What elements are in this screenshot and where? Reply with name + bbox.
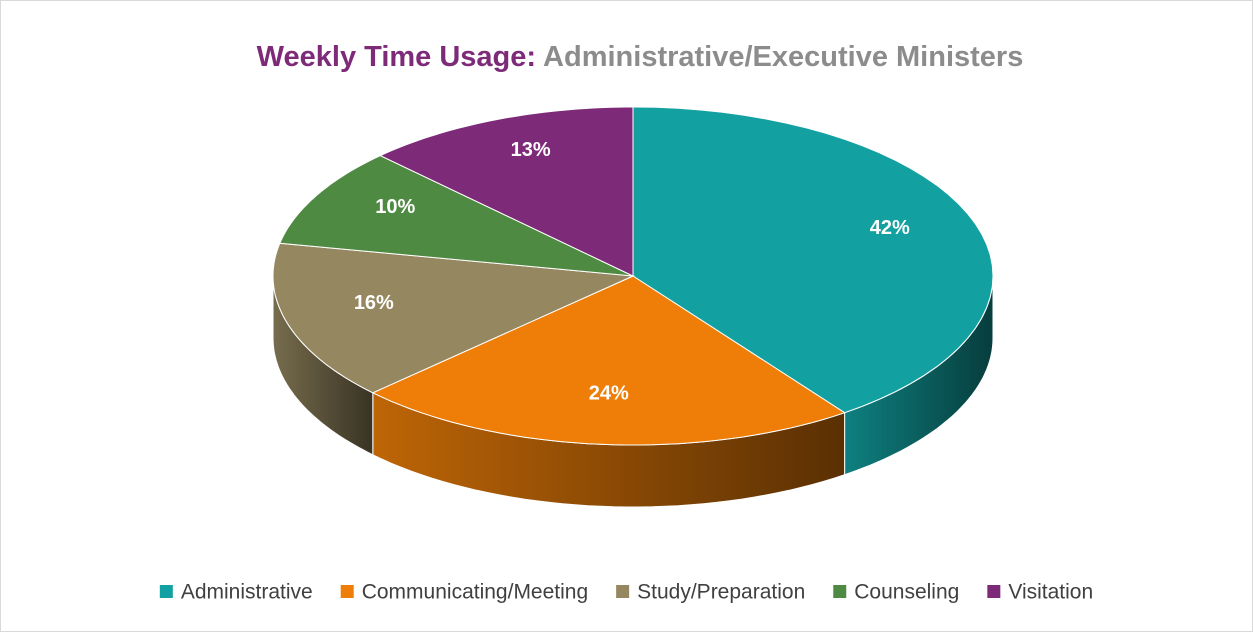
data-label: 13% bbox=[511, 139, 551, 161]
data-label: 16% bbox=[354, 292, 394, 314]
legend-label: Visitation bbox=[1008, 581, 1093, 604]
slice bbox=[632, 106, 994, 414]
legend-swatch bbox=[340, 585, 354, 598]
legend-label: Communicating/Meeting bbox=[362, 581, 588, 604]
data-label: 24% bbox=[589, 383, 629, 405]
data-label: 10% bbox=[375, 196, 415, 218]
slice bbox=[272, 242, 635, 394]
legend-swatch bbox=[616, 585, 630, 598]
legend-swatch bbox=[987, 585, 1001, 598]
chart-title: Weekly Time Usage: bbox=[257, 41, 536, 73]
legend-label: Counseling bbox=[854, 581, 959, 604]
slice bbox=[379, 106, 634, 277]
legend-swatch bbox=[159, 585, 173, 598]
pie: 42% 24% 16% 10% 13% bbox=[272, 106, 994, 508]
chart-subtitle: Administrative/Executive Ministers bbox=[543, 41, 1023, 73]
legend: Administrative Communicating/Meeting Study… bbox=[159, 581, 1093, 604]
chart-heading: Weekly Time Usage: Administrative/Execut… bbox=[257, 41, 1024, 73]
slice bbox=[371, 275, 846, 446]
slice bbox=[279, 155, 634, 277]
legend-swatch bbox=[833, 585, 847, 598]
legend-label: Administrative bbox=[181, 581, 313, 604]
data-label: 42% bbox=[870, 217, 910, 239]
legend-label: Study/Preparation bbox=[637, 581, 805, 604]
